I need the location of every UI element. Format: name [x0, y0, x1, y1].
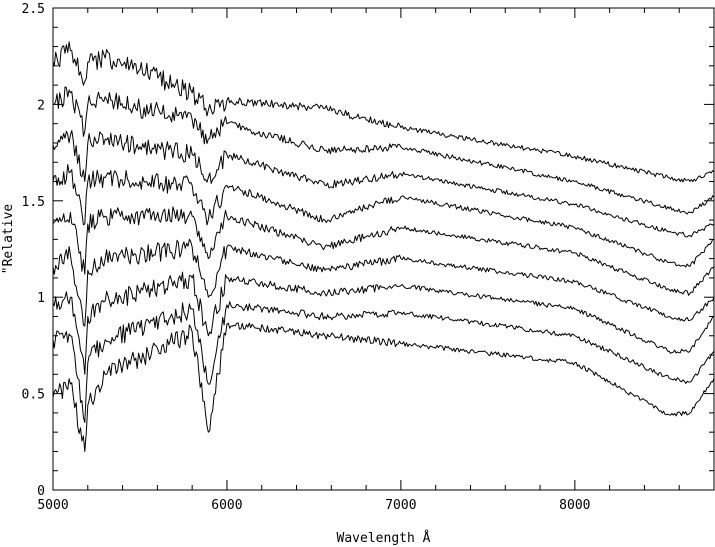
y-tick-label: 0.5: [22, 388, 45, 403]
spectrum-line-4: [52, 164, 715, 268]
spectrum-line-2: [52, 86, 715, 215]
spectrum-line-8: [52, 301, 715, 423]
x-tick-label: 6000: [211, 498, 242, 513]
plot-frame: [52, 7, 715, 491]
y-axis-label: "Relative: [1, 204, 16, 275]
spectrum-line-6: [52, 238, 715, 327]
spectrum-line-3: [52, 130, 715, 238]
y-tick-label: 1: [37, 291, 45, 306]
spectrum-line-7: [52, 271, 715, 375]
x-axis-label: Wavelength Å: [337, 530, 431, 546]
spectrum-line-9: [52, 322, 715, 452]
y-tick-label: 1.5: [22, 195, 45, 210]
spectrum-line-5: [52, 206, 715, 296]
spectrum-line-1: [52, 41, 715, 183]
y-tick-label: 2: [37, 98, 45, 113]
x-tick-label: 7000: [385, 498, 416, 513]
y-tick-label: 0: [37, 484, 45, 499]
y-tick-label: 2.5: [22, 2, 45, 17]
x-tick-label: 5000: [37, 498, 68, 513]
x-tick-label: 8000: [559, 498, 590, 513]
